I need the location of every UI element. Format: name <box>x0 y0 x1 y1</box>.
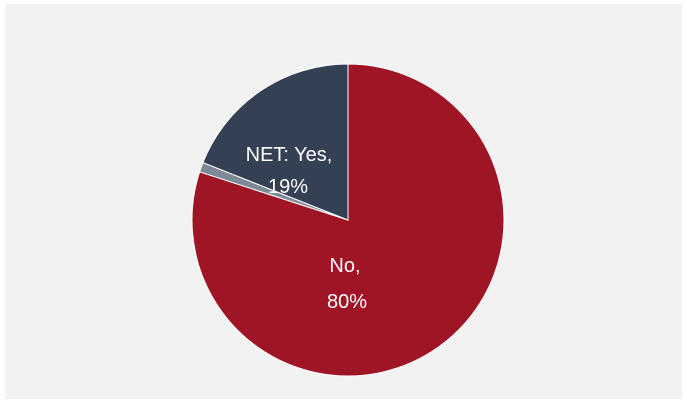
slice-label-no-name: No <box>329 255 355 277</box>
slice-label-yes: NET: Yes, <box>246 144 333 166</box>
chart-area: No, 80% NET: Yes, 19% <box>5 4 682 399</box>
slice-value-no: 80% <box>327 291 367 313</box>
slice-label-yes-name: NET: Yes <box>246 144 327 166</box>
pie-slice-net-yes <box>202 63 349 221</box>
pie-slices <box>191 63 505 377</box>
pie-chart: No, 80% NET: Yes, 19% <box>191 63 505 377</box>
pie-slice-no <box>191 63 505 377</box>
slice-label-no: No, <box>329 255 360 277</box>
slice-value-yes: 19% <box>268 176 308 198</box>
